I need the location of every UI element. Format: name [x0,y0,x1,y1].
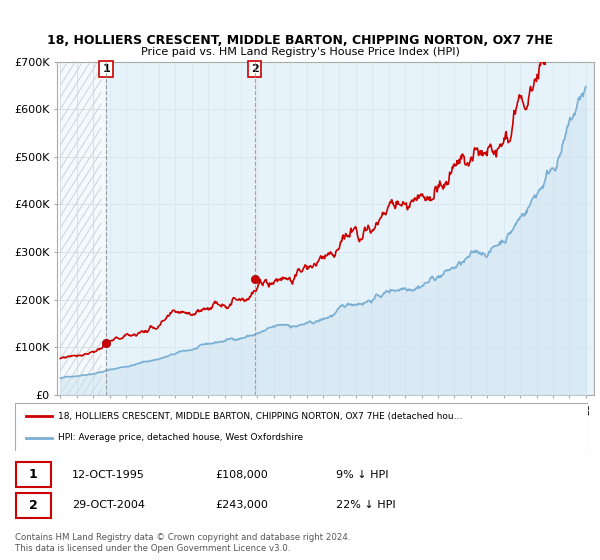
Text: 2: 2 [251,64,259,74]
FancyBboxPatch shape [15,403,588,451]
Bar [60,62,106,395]
FancyBboxPatch shape [16,462,50,487]
Text: 29-OCT-2004: 29-OCT-2004 [73,501,145,511]
Text: £108,000: £108,000 [215,469,268,479]
Text: 12-OCT-1995: 12-OCT-1995 [73,469,145,479]
Text: 22% ↓ HPI: 22% ↓ HPI [336,501,395,511]
Text: Contains HM Land Registry data © Crown copyright and database right 2024.
This d: Contains HM Land Registry data © Crown c… [15,533,350,553]
Bar [106,62,594,395]
Text: 1: 1 [102,64,110,74]
Text: Price paid vs. HM Land Registry's House Price Index (HPI): Price paid vs. HM Land Registry's House … [140,46,460,57]
Text: £243,000: £243,000 [215,501,268,511]
FancyBboxPatch shape [16,493,50,518]
Text: 1: 1 [29,468,38,481]
Text: 9% ↓ HPI: 9% ↓ HPI [336,469,388,479]
Text: 2: 2 [29,499,38,512]
Text: HPI: Average price, detached house, West Oxfordshire: HPI: Average price, detached house, West… [58,433,303,442]
Text: 18, HOLLIERS CRESCENT, MIDDLE BARTON, CHIPPING NORTON, OX7 7HE: 18, HOLLIERS CRESCENT, MIDDLE BARTON, CH… [47,34,553,47]
Text: 18, HOLLIERS CRESCENT, MIDDLE BARTON, CHIPPING NORTON, OX7 7HE (detached hou…: 18, HOLLIERS CRESCENT, MIDDLE BARTON, CH… [58,412,463,421]
